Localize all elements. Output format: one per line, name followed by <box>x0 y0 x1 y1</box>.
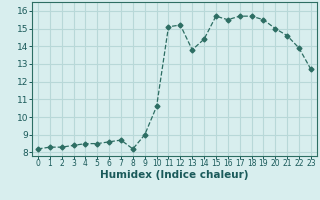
X-axis label: Humidex (Indice chaleur): Humidex (Indice chaleur) <box>100 170 249 180</box>
